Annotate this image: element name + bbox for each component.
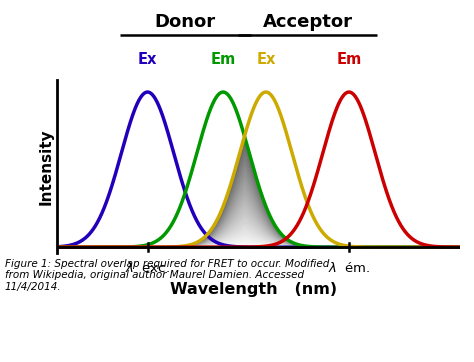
- Text: $\lambda$  exc.: $\lambda$ exc.: [125, 261, 170, 275]
- Text: Wavelength   (nm): Wavelength (nm): [170, 282, 337, 297]
- Text: $\lambda$  ém.: $\lambda$ ém.: [328, 261, 370, 275]
- Text: Ex: Ex: [138, 52, 157, 67]
- Y-axis label: Intensity: Intensity: [39, 128, 54, 205]
- Text: Em: Em: [210, 52, 236, 67]
- Text: Figure 1: Spectral overlap required for FRET to occur. Modified
from Wikipedia, : Figure 1: Spectral overlap required for …: [5, 259, 329, 292]
- Text: Donor: Donor: [155, 13, 216, 31]
- Text: Acceptor: Acceptor: [263, 13, 353, 31]
- Text: Em: Em: [337, 52, 362, 67]
- Text: Ex: Ex: [256, 52, 275, 67]
